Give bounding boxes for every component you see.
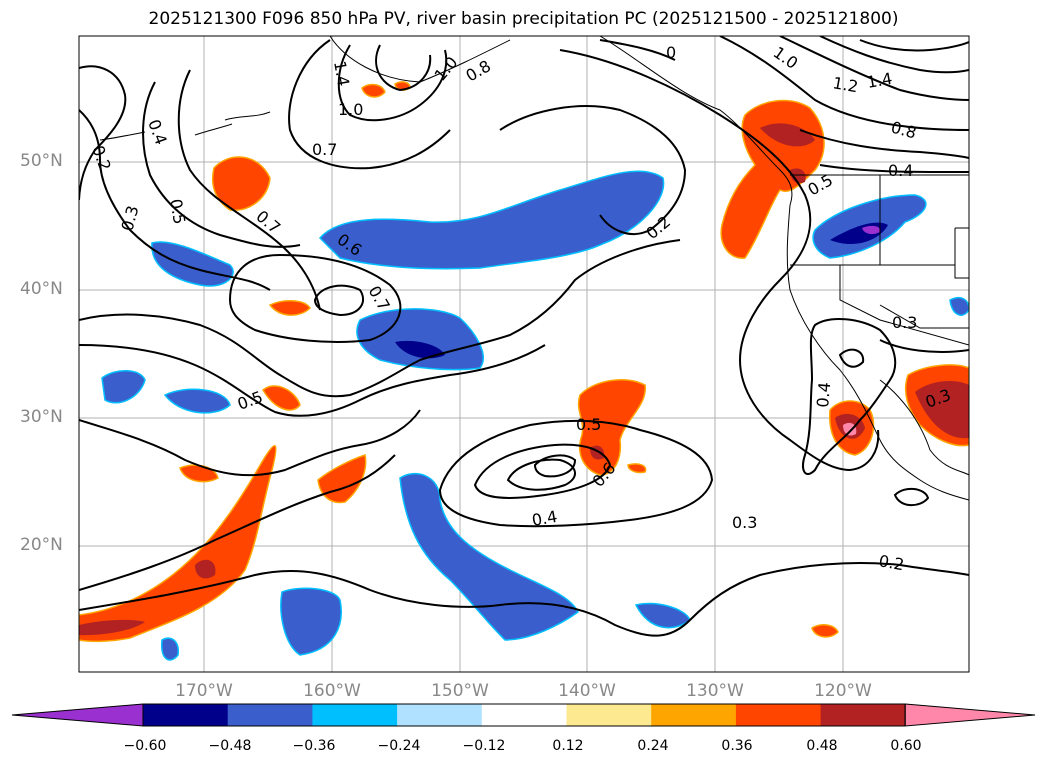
colorbar-segment [397,704,483,726]
colorbar-label: 0.48 [806,738,838,754]
map-title: 2025121300 F096 850 hPa PV, river basin … [148,9,899,29]
colorbar-segment [312,704,398,726]
colorbar-segment [143,704,229,726]
colorbar-extend-right [904,703,1036,727]
colorbar-segment [735,704,822,726]
colorbar-label: −0.48 [208,738,252,754]
colorbar-label: 0.36 [721,738,753,754]
lon-tick-label: 170°W [175,681,233,701]
lat-tick-label: 20°N [20,535,63,555]
positive-precip-regions [79,81,969,643]
contour-label: 1.4 [865,69,893,92]
contour-label: 1.2 [831,73,859,96]
contour-label: 1.0 [338,100,363,119]
contour-label: 0.4 [888,161,913,180]
map-frame [78,35,970,673]
colorbar-segment [481,704,567,726]
lat-tick-label: 30°N [20,407,63,427]
lon-tick-label: 140°W [558,681,616,701]
contour-label: 1.4 [330,59,353,87]
colorbar-label: −0.24 [377,738,421,754]
colorbar-label: −0.12 [462,738,506,754]
lon-tick-label: 120°W [814,681,872,701]
colorbar-segment [651,704,737,726]
contour-label: 0.3 [732,513,757,532]
lat-tick-label: 50°N [20,151,63,171]
negative-precip-regions [101,170,969,661]
pv-contours [79,36,969,637]
lat-tick-label: 40°N [20,279,63,299]
contour-label: 0.4 [813,381,834,408]
colorbar-segment [820,704,906,726]
lon-tick-label: 130°W [686,681,744,701]
contour-label: 0.7 [312,140,337,159]
colorbar-frame [142,703,906,727]
colorbar-segment [566,704,652,726]
lon-tick-label: 160°W [303,681,361,701]
colorbar-label: 0.60 [890,738,922,754]
colorbar-extend-left [11,703,144,727]
contour-label: 0.5 [166,197,189,225]
contour-label: 0.5 [576,415,601,434]
colorbar-label: 0.24 [637,738,669,754]
contour-label: 0.3 [892,313,917,332]
colorbar-segment [227,704,313,726]
contour-label: 0.4 [530,507,558,530]
contour-label: 0 [666,43,676,62]
colorbar [11,703,1036,727]
colorbar-label: −0.60 [123,738,167,754]
contour-label: 0.2 [877,551,905,574]
colorbar-label: −0.36 [292,738,336,754]
colorbar-label: 0.12 [552,738,584,754]
lon-tick-label: 150°W [431,681,489,701]
